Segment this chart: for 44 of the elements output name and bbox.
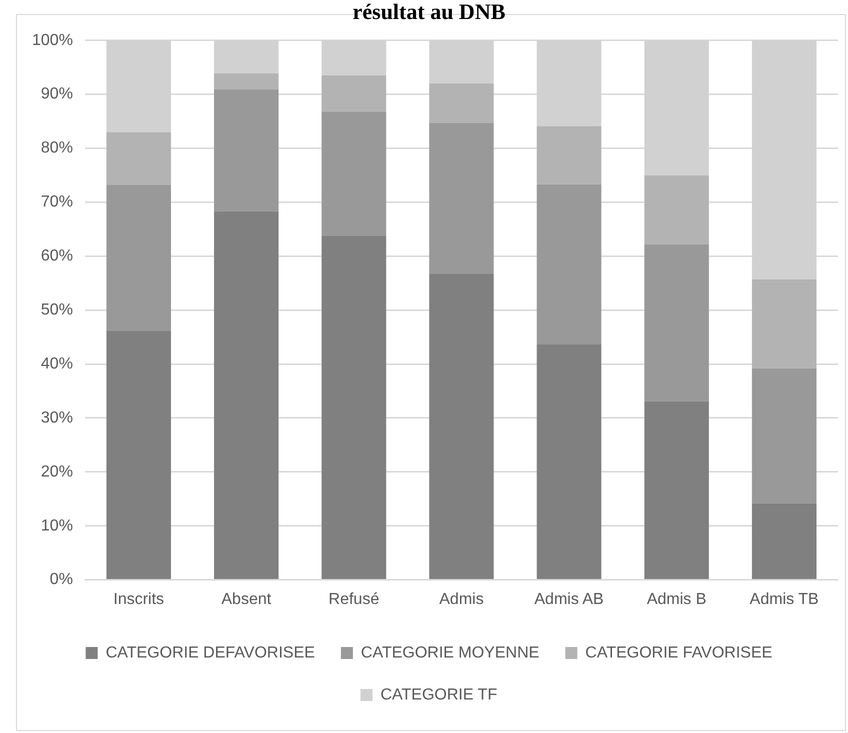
bar: [536, 126, 602, 184]
legend-label: CATEGORIE MOYENNE: [360, 644, 540, 662]
y-tick-label: 30%: [40, 409, 73, 426]
bar: [322, 112, 386, 236]
bar: [322, 236, 386, 580]
y-tick-label: 100%: [32, 32, 73, 49]
bar: [106, 132, 171, 185]
x-tick-label: Absent: [221, 590, 272, 608]
bar: [214, 211, 279, 580]
x-tick-label: Inscrits: [113, 590, 164, 608]
y-tick-label: 40%: [40, 355, 73, 372]
bar: [752, 368, 816, 504]
chart-title: résultat au DNB: [352, 0, 506, 24]
bar: [106, 330, 171, 580]
bar: [752, 279, 816, 368]
y-tick-label: 90%: [40, 86, 73, 103]
bar: [644, 401, 709, 580]
bar: [536, 344, 602, 580]
legend-label: CATEGORIE DEFAVORISEE: [106, 644, 315, 662]
x-tick-label: Admis: [439, 590, 484, 608]
bar: [429, 122, 494, 274]
bar: [752, 503, 816, 580]
y-tick-label: 60%: [40, 248, 73, 265]
bar: [644, 244, 709, 402]
bar: [214, 89, 279, 212]
y-tick-label: 0%: [50, 571, 73, 588]
bar: [536, 184, 602, 344]
y-tick-label: 10%: [40, 517, 73, 534]
bar: [644, 175, 709, 244]
x-tick-label: Admis B: [646, 590, 706, 608]
legend-label: CATEGORIE TF: [380, 686, 498, 704]
bar: [429, 84, 494, 123]
x-tick-label: Admis AB: [534, 590, 604, 608]
bar: [429, 274, 494, 580]
bar: [214, 73, 279, 90]
y-tick-label: 80%: [40, 140, 73, 157]
legend-label: CATEGORIE FAVORISEE: [585, 644, 772, 662]
y-tick-label: 20%: [40, 463, 73, 480]
x-tick-label: Refusé: [328, 590, 380, 608]
y-tick-label: 50%: [40, 302, 73, 319]
x-tick-label: Admis TB: [750, 590, 819, 608]
y-tick-label: 70%: [40, 194, 73, 211]
bar: [322, 75, 386, 112]
bar: [106, 184, 171, 331]
